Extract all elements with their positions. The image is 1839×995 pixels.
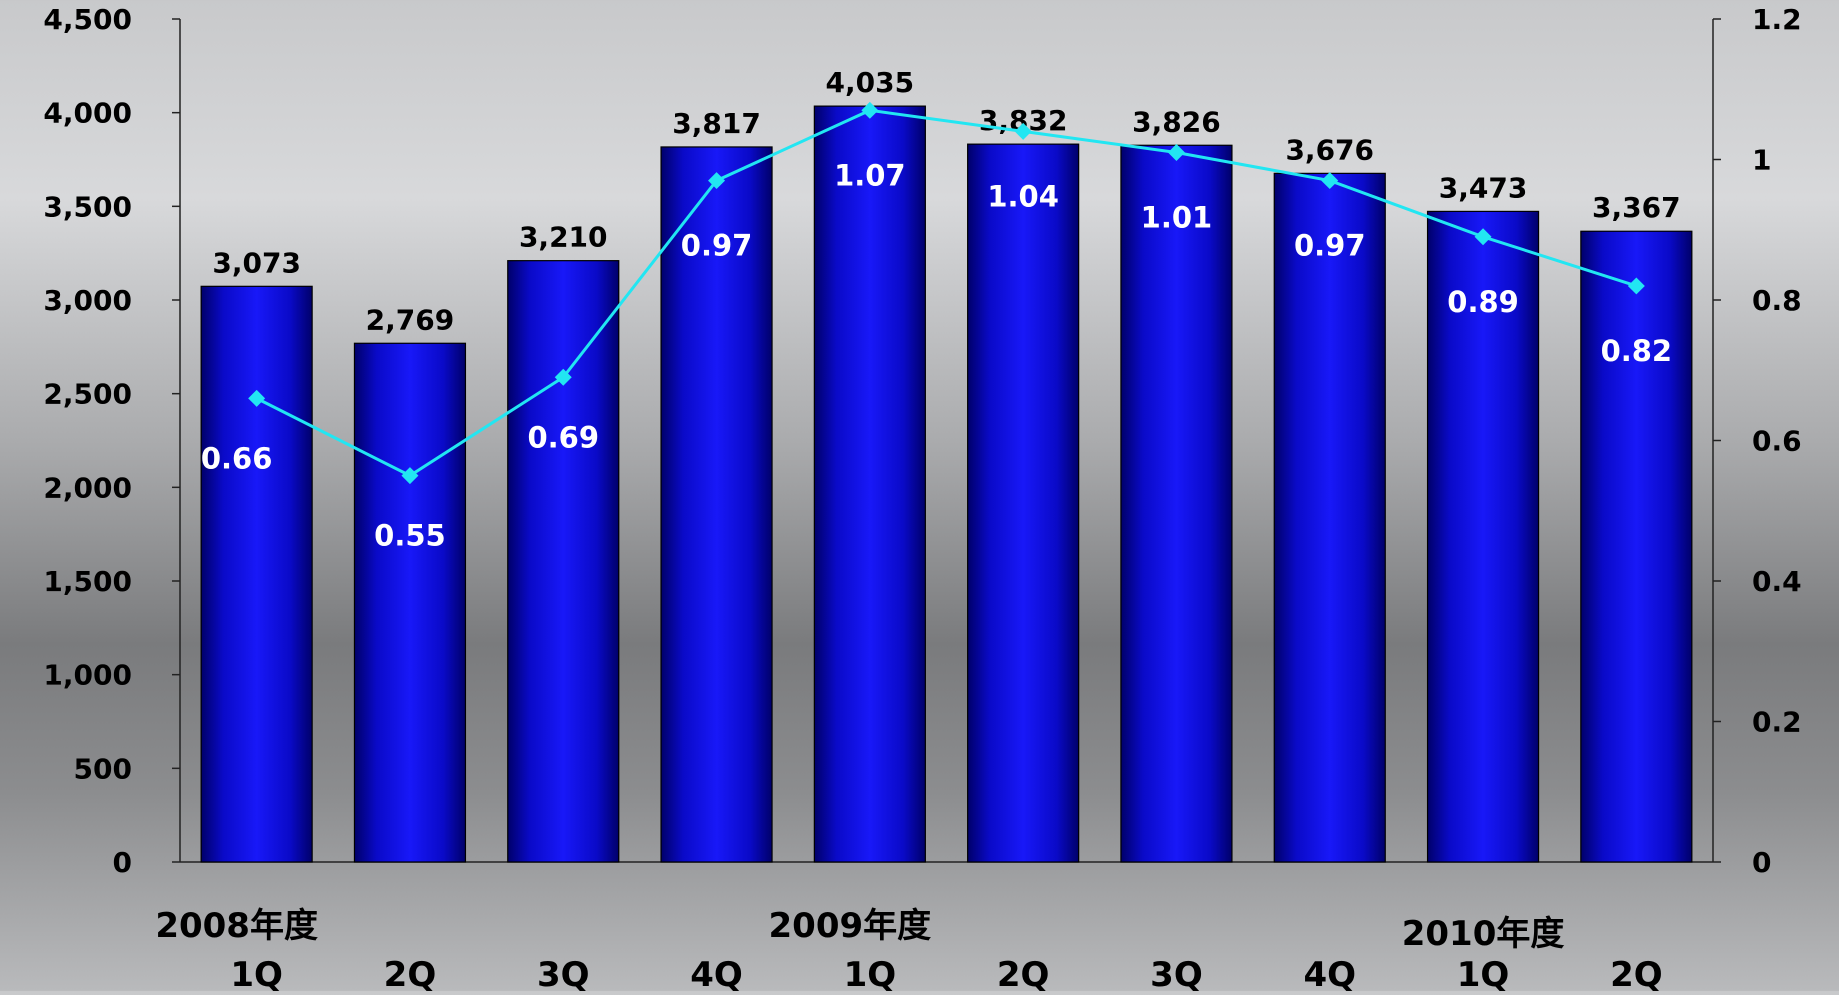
x-tick-label: 1Q [844, 955, 897, 991]
x-group-label: 2009年度 [769, 906, 932, 946]
bar [507, 260, 620, 863]
bar-value-label: 3,817 [672, 107, 761, 140]
y-right-tick-label: 0 [1752, 846, 1771, 879]
line-value-label: 0.66 [201, 441, 273, 475]
line-value-label: 0.82 [1601, 334, 1673, 368]
line-value-label: 0.55 [374, 519, 446, 553]
y-left-tick-label: 0 [113, 846, 132, 879]
line-value-label: 1.01 [1141, 200, 1213, 234]
bar-value-label: 2,769 [366, 303, 455, 336]
y-right-tick-label: 1.2 [1752, 3, 1802, 36]
line-value-label: 1.07 [834, 158, 906, 192]
x-group-label: 2008年度 [155, 906, 318, 946]
bar-value-label: 3,826 [1132, 105, 1221, 138]
y-left-tick-label: 4,500 [43, 3, 132, 36]
bar-value-label: 3,676 [1285, 133, 1374, 166]
bar [1580, 230, 1693, 863]
y-left-tick-label: 2,000 [43, 471, 132, 504]
bar-value-label: 3,367 [1592, 191, 1681, 224]
x-tick-label: 4Q [1303, 955, 1356, 991]
line-value-label: 0.69 [527, 420, 599, 454]
x-tick-label: 2Q [1610, 955, 1663, 991]
bar [967, 143, 1080, 863]
y-right-tick-label: 0.4 [1752, 565, 1802, 598]
bar-value-label: 3,073 [212, 246, 301, 279]
y-right-tick-label: 0.2 [1752, 706, 1802, 739]
bar [200, 285, 313, 863]
line-value-label: 1.04 [987, 179, 1059, 213]
y-right-tick-label: 0.6 [1752, 425, 1802, 458]
x-tick-label: 2Q [997, 955, 1050, 991]
bar [1426, 210, 1540, 863]
bar [353, 342, 467, 863]
x-tick-label: 1Q [1457, 955, 1510, 991]
line-value-label: 0.89 [1447, 285, 1519, 319]
line-value-label: 0.97 [681, 229, 753, 263]
y-left-tick-label: 2,500 [43, 378, 132, 411]
x-tick-label: 4Q [690, 955, 743, 991]
x-group-label: 2010年度 [1402, 914, 1565, 954]
y-right-tick-label: 1 [1752, 144, 1771, 177]
line-point [708, 172, 726, 190]
line-value-label: 0.97 [1294, 229, 1366, 263]
line-point [861, 101, 879, 119]
bar-value-label: 3,210 [519, 221, 608, 254]
y-right-tick-label: 0.8 [1752, 284, 1802, 317]
bar [1120, 144, 1233, 863]
y-left-tick-label: 3,000 [43, 284, 132, 317]
bar [813, 105, 926, 863]
y-left-tick-label: 500 [74, 752, 132, 785]
y-left-tick-label: 1,000 [43, 659, 132, 692]
y-left-tick-label: 4,000 [43, 97, 132, 130]
line-point [248, 389, 266, 407]
line-point [401, 467, 419, 485]
y-left-tick-label: 1,500 [43, 565, 132, 598]
x-tick-label: 1Q [230, 955, 283, 991]
bar-value-label: 3,473 [1439, 171, 1528, 204]
bar-value-label: 4,035 [826, 66, 915, 99]
bar [1273, 172, 1386, 863]
x-tick-label: 3Q [1150, 955, 1203, 991]
x-tick-label: 2Q [384, 955, 437, 991]
line-point [554, 368, 572, 386]
bar [660, 146, 773, 863]
x-tick-label: 3Q [537, 955, 590, 991]
y-left-tick-label: 3,500 [43, 190, 132, 223]
line-series [255, 108, 1637, 478]
